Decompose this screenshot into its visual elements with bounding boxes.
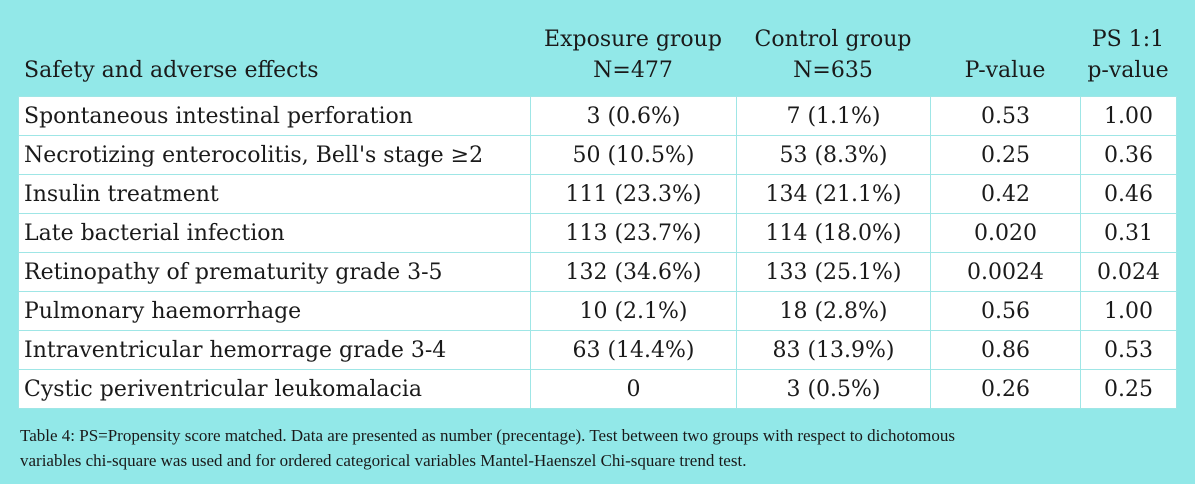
header-exposure: Exposure group N=477 xyxy=(530,24,736,86)
table-row: Insulin treatment 111 (23.3%) 134 (21.1%… xyxy=(18,174,1177,214)
table-row: Necrotizing enterocolitis, Bell's stage … xyxy=(18,135,1177,175)
row-label: Late bacterial infection xyxy=(18,213,531,253)
header-pvalue: P-value xyxy=(930,55,1080,86)
pvalue-cell: 0.56 xyxy=(930,291,1081,331)
control-cell: 83 (13.9%) xyxy=(736,330,931,370)
exposure-cell: 111 (23.3%) xyxy=(530,174,737,214)
exposure-cell: 113 (23.7%) xyxy=(530,213,737,253)
control-cell: 134 (21.1%) xyxy=(736,174,931,214)
row-label: Cystic periventricular leukomalacia xyxy=(18,369,531,409)
control-cell: 3 (0.5%) xyxy=(736,369,931,409)
header-ps: PS 1:1 p-value xyxy=(1080,24,1176,86)
ps-pvalue-cell: 1.00 xyxy=(1080,291,1177,331)
pvalue-cell: 0.53 xyxy=(930,96,1081,136)
table-row: Late bacterial infection 113 (23.7%) 114… xyxy=(18,213,1177,253)
header-ps-label: p-value xyxy=(1087,58,1169,83)
control-cell: 114 (18.0%) xyxy=(736,213,931,253)
header-item-label: Safety and adverse effects xyxy=(24,58,319,83)
header-exposure-n: N=477 xyxy=(593,58,673,83)
pvalue-cell: 0.020 xyxy=(930,213,1081,253)
pvalue-cell: 0.25 xyxy=(930,135,1081,175)
ps-pvalue-cell: 0.25 xyxy=(1080,369,1177,409)
header-control-n: N=635 xyxy=(793,58,873,83)
exposure-cell: 50 (10.5%) xyxy=(530,135,737,175)
pvalue-cell: 0.42 xyxy=(930,174,1081,214)
control-cell: 133 (25.1%) xyxy=(736,252,931,292)
table-row: Spontaneous intestinal perforation 3 (0.… xyxy=(18,96,1177,136)
ps-pvalue-cell: 0.024 xyxy=(1080,252,1177,292)
caption-line: variables chi-square was used and for or… xyxy=(20,451,747,470)
exposure-cell: 10 (2.1%) xyxy=(530,291,737,331)
row-label: Retinopathy of prematurity grade 3-5 xyxy=(18,252,531,292)
exposure-cell: 132 (34.6%) xyxy=(530,252,737,292)
header-item: Safety and adverse effects xyxy=(24,55,504,86)
table-row: Retinopathy of prematurity grade 3-5 132… xyxy=(18,252,1177,292)
ps-pvalue-cell: 1.00 xyxy=(1080,96,1177,136)
data-table: Spontaneous intestinal perforation 3 (0.… xyxy=(18,96,1177,409)
control-cell: 53 (8.3%) xyxy=(736,135,931,175)
header-control-title: Control group xyxy=(754,27,912,52)
caption-line: Table 4: PS=Propensity score matched. Da… xyxy=(20,426,956,445)
header-exposure-title: Exposure group xyxy=(544,27,722,52)
row-label: Insulin treatment xyxy=(18,174,531,214)
pvalue-cell: 0.0024 xyxy=(930,252,1081,292)
control-cell: 18 (2.8%) xyxy=(736,291,931,331)
row-label: Pulmonary haemorrhage xyxy=(18,291,531,331)
table-row: Pulmonary haemorrhage 10 (2.1%) 18 (2.8%… xyxy=(18,291,1177,331)
ps-pvalue-cell: 0.36 xyxy=(1080,135,1177,175)
exposure-cell: 63 (14.4%) xyxy=(530,330,737,370)
pvalue-cell: 0.86 xyxy=(930,330,1081,370)
ps-pvalue-cell: 0.53 xyxy=(1080,330,1177,370)
header-ps-title: PS 1:1 xyxy=(1091,27,1165,52)
exposure-cell: 3 (0.6%) xyxy=(530,96,737,136)
table-row: Intraventricular hemorrage grade 3-4 63 … xyxy=(18,330,1177,370)
table-header: Safety and adverse effects Exposure grou… xyxy=(18,10,1176,94)
ps-pvalue-cell: 0.31 xyxy=(1080,213,1177,253)
row-label: Spontaneous intestinal perforation xyxy=(18,96,531,136)
header-control: Control group N=635 xyxy=(736,24,930,86)
header-pvalue-label: P-value xyxy=(964,58,1046,83)
control-cell: 7 (1.1%) xyxy=(736,96,931,136)
row-label: Necrotizing enterocolitis, Bell's stage … xyxy=(18,135,531,175)
exposure-cell: 0 xyxy=(530,369,737,409)
row-label: Intraventricular hemorrage grade 3-4 xyxy=(18,330,531,370)
ps-pvalue-cell: 0.46 xyxy=(1080,174,1177,214)
table-caption: Table 4: PS=Propensity score matched. Da… xyxy=(20,423,1170,473)
pvalue-cell: 0.26 xyxy=(930,369,1081,409)
table-row: Cystic periventricular leukomalacia 0 3 … xyxy=(18,369,1177,409)
